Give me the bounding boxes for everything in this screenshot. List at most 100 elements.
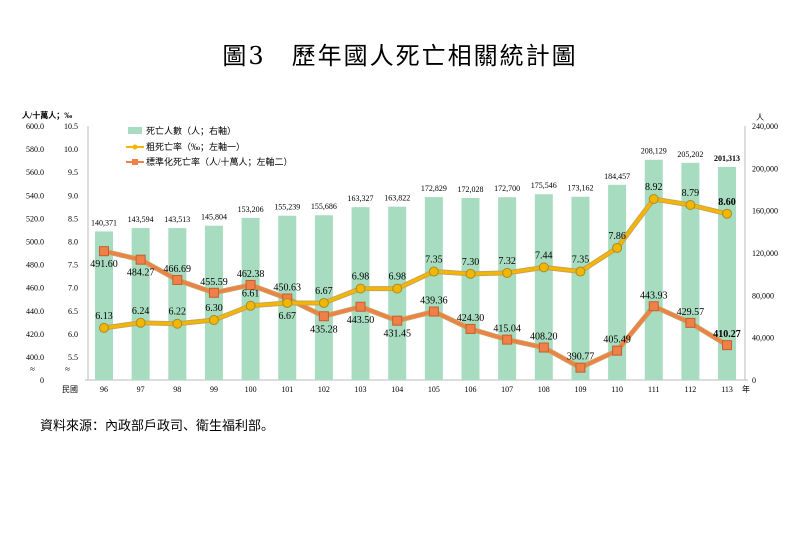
left2-tick-label: 540.0 (26, 191, 44, 200)
x-tick-label: 99 (210, 385, 218, 394)
bar-label: 175,546 (531, 181, 557, 190)
crude-rate-label: 6.22 (169, 307, 187, 318)
legend-standardized-marker (132, 159, 138, 165)
x-tick-label: 108 (538, 385, 550, 394)
bar-label: 208,129 (641, 147, 667, 156)
bar (461, 197, 480, 380)
crude-rate-point (208, 315, 219, 326)
standardized-rate-line-shadow (103, 248, 729, 371)
left1-tick-label: 8.5 (68, 214, 78, 223)
standardized-rate-line (103, 249, 728, 370)
left2-tick-label: 520.0 (26, 214, 44, 223)
standardized-rate-point (612, 345, 623, 356)
bar (314, 215, 333, 380)
left1-tick-label: 6.0 (68, 330, 78, 339)
crude-rate-point (318, 297, 329, 308)
left1-tick-label: 9.5 (68, 168, 78, 177)
crude-rate-label: 8.79 (682, 188, 700, 199)
legend-standardized-rate: 標準化死亡率（人/十萬人；左軸二） (146, 156, 293, 167)
left2-tick-label: 440.0 (26, 307, 44, 316)
left1-tick-label: 7.0 (68, 284, 78, 293)
left2-tick-label: 560.0 (26, 168, 44, 177)
standardized-rate-point (318, 311, 329, 322)
crude-rate-point (282, 297, 293, 308)
x-tick-label: 96 (100, 385, 108, 394)
x-tick-label: 102 (318, 385, 330, 394)
crude-rate-label: 6.98 (388, 272, 406, 283)
standardized-rate-label: 455.59 (200, 277, 228, 288)
left2-tick-label: 500.0 (26, 238, 44, 247)
standardized-rate-label: 431.45 (383, 329, 411, 340)
left1-tick-label: 10.5 (64, 122, 78, 131)
x-tick-label: 111 (648, 385, 659, 394)
standardized-rate-label: 466.69 (164, 264, 192, 275)
x-tick-label: 112 (685, 385, 697, 394)
left2-tick-label: 460.0 (26, 284, 44, 293)
standardized-rate-label: 390.77 (567, 352, 595, 363)
standardized-rate-label: 491.60 (90, 259, 118, 270)
standardized-rate-point (99, 246, 109, 257)
x-tick-label: 107 (501, 385, 513, 394)
crude-rate-label: 7.32 (498, 256, 516, 267)
right-tick-label: 0 (752, 376, 756, 385)
standardized-rate-label: 435.28 (310, 324, 338, 335)
crude-rate-point (465, 268, 476, 279)
x-tick-label: 104 (391, 385, 403, 394)
x-tick-label: 100 (245, 385, 257, 394)
bar-label: 163,327 (348, 194, 374, 203)
right-tick-label: 160,000 (752, 207, 778, 216)
bar-label: 172,028 (458, 185, 484, 194)
left2-tick-label: 480.0 (26, 261, 44, 270)
standardized-rate-label: 410.27 (713, 329, 741, 340)
bar (131, 228, 150, 380)
crude-rate-label: 7.86 (608, 231, 626, 242)
crude-rate-point (392, 283, 403, 294)
bar (95, 231, 113, 380)
legend-bar-swatch (128, 127, 142, 134)
legend-crude-rate: 粗死亡率（‰；左軸一） (146, 141, 245, 152)
left2-tick-label: 600.0 (26, 122, 44, 131)
crude-rate-label: 8.60 (718, 197, 736, 208)
bar (204, 225, 223, 380)
standardized-rate-point (172, 274, 183, 285)
standardized-rate-label: 484.27 (127, 268, 155, 279)
standardized-rate-point (428, 306, 439, 317)
standardized-rate-point (538, 342, 549, 353)
crude-rate-label: 6.67 (279, 311, 297, 322)
crude-rate-point (502, 267, 513, 278)
standardized-rate-label: 443.93 (640, 290, 668, 301)
source-note: 資料來源：內政部戶政司、衛生福利部。 (40, 419, 275, 434)
left1-tick-label: 9.0 (68, 191, 78, 200)
standardized-rate-label: 415.04 (493, 324, 521, 335)
left1-tick-label: 10.0 (64, 145, 78, 154)
crude-rate-line (103, 197, 728, 330)
crude-rate-point (99, 322, 109, 333)
right-tick-label: 40,000 (752, 334, 774, 343)
legend-crude-marker (132, 144, 138, 150)
x-tick-label: 109 (574, 385, 586, 394)
standardized-rate-point (502, 334, 513, 345)
crude-rate-label: 8.92 (645, 182, 663, 193)
standardized-rate-point (392, 315, 403, 326)
standardized-rate-point (208, 287, 219, 298)
crude-rate-label: 6.24 (132, 306, 150, 317)
right-axis-unit: 人 (756, 113, 764, 122)
crude-rate-point (538, 262, 549, 273)
bar-label: 153,206 (238, 205, 264, 214)
x-tick-label: 106 (465, 385, 477, 394)
crude-rate-label: 7.35 (572, 255, 590, 266)
right-tick-label: 120,000 (752, 249, 778, 258)
bar-label: 140,371 (91, 218, 117, 227)
left2-tick-label: 400.0 (26, 353, 44, 362)
crude-rate-point (722, 208, 733, 219)
x-unit-label: 年 (742, 384, 750, 394)
bar (241, 217, 260, 380)
bar (608, 184, 627, 380)
bar (644, 159, 663, 380)
crude-rate-point (648, 193, 659, 204)
bar (534, 194, 553, 380)
bar-label: 155,239 (274, 203, 300, 212)
x-tick-label: 103 (355, 385, 367, 394)
x-tick-label: 98 (173, 385, 181, 394)
